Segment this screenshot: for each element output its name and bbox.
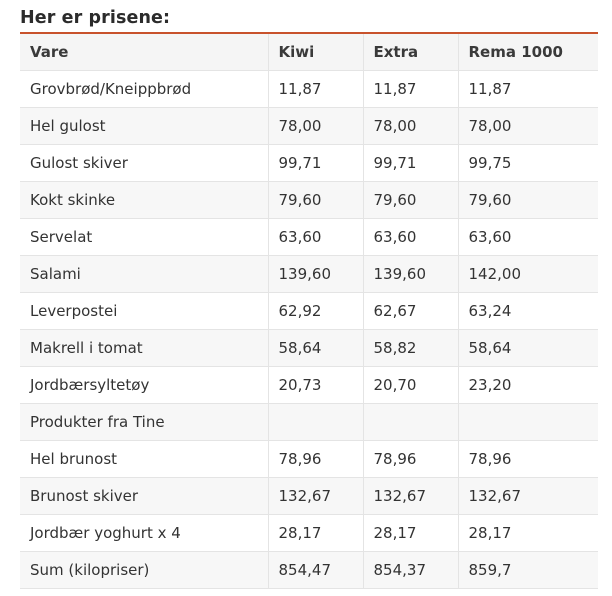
cell-rema	[457, 403, 598, 441]
table-row-sum: Sum (kilopriser) 854,47 854,37 859,7	[20, 551, 598, 589]
cell-kiwi: 58,64	[267, 329, 363, 367]
cell-extra: 132,67	[362, 477, 458, 515]
cell-extra: 79,60	[362, 181, 458, 219]
cell-kiwi: 20,73	[267, 366, 363, 404]
cell-extra: 139,60	[362, 255, 458, 293]
table-row: Servelat 63,60 63,60 63,60	[20, 218, 598, 256]
cell-rema: 79,60	[457, 181, 598, 219]
cell-rema: 28,17	[457, 514, 598, 552]
cell-rema: 78,96	[457, 440, 598, 478]
cell-extra: 99,71	[362, 144, 458, 182]
cell-extra: 28,17	[362, 514, 458, 552]
cell-vare: Servelat	[20, 218, 268, 256]
cell-vare: Grovbrød/Kneippbrød	[20, 70, 268, 108]
cell-vare: Jordbærsyltetøy	[20, 366, 268, 404]
cell-vare: Sum (kilopriser)	[20, 551, 268, 589]
cell-kiwi: 78,96	[267, 440, 363, 478]
cell-rema: 78,00	[457, 107, 598, 145]
heading-divider	[20, 32, 598, 34]
cell-vare: Gulost skiver	[20, 144, 268, 182]
table-row: Hel brunost 78,96 78,96 78,96	[20, 440, 598, 478]
cell-rema: 11,87	[457, 70, 598, 108]
cell-extra: 11,87	[362, 70, 458, 108]
cell-vare: Jordbær yoghurt x 4	[20, 514, 268, 552]
header-kiwi: Kiwi	[267, 34, 363, 71]
table-row: Gulost skiver 99,71 99,71 99,75	[20, 144, 598, 182]
cell-kiwi: 79,60	[267, 181, 363, 219]
price-table: Vare Kiwi Extra Rema 1000 Grovbrød/Kneip…	[20, 34, 598, 589]
cell-vare: Hel brunost	[20, 440, 268, 478]
header-rema-1000: Rema 1000	[457, 34, 598, 71]
table-row: Jordbærsyltetøy 20,73 20,70 23,20	[20, 366, 598, 404]
cell-rema: 63,24	[457, 292, 598, 330]
cell-kiwi: 99,71	[267, 144, 363, 182]
cell-rema: 23,20	[457, 366, 598, 404]
cell-rema: 99,75	[457, 144, 598, 182]
table-row: Produkter fra Tine	[20, 403, 598, 441]
cell-extra: 854,37	[362, 551, 458, 589]
table-row: Hel gulost 78,00 78,00 78,00	[20, 107, 598, 145]
header-vare: Vare	[20, 34, 268, 71]
cell-kiwi: 63,60	[267, 218, 363, 256]
cell-rema: 142,00	[457, 255, 598, 293]
cell-vare: Leverpostei	[20, 292, 268, 330]
cell-vare: Salami	[20, 255, 268, 293]
cell-extra: 78,96	[362, 440, 458, 478]
table-row: Grovbrød/Kneippbrød 11,87 11,87 11,87	[20, 70, 598, 108]
cell-kiwi: 62,92	[267, 292, 363, 330]
cell-kiwi: 78,00	[267, 107, 363, 145]
cell-extra: 20,70	[362, 366, 458, 404]
cell-vare: Hel gulost	[20, 107, 268, 145]
cell-rema: 58,64	[457, 329, 598, 367]
table-row: Jordbær yoghurt x 4 28,17 28,17 28,17	[20, 514, 598, 552]
header-extra: Extra	[362, 34, 458, 71]
table-row: Leverpostei 62,92 62,67 63,24	[20, 292, 598, 330]
cell-vare: Kokt skinke	[20, 181, 268, 219]
cell-rema: 859,7	[457, 551, 598, 589]
table-row: Makrell i tomat 58,64 58,82 58,64	[20, 329, 598, 367]
cell-extra: 58,82	[362, 329, 458, 367]
cell-rema: 63,60	[457, 218, 598, 256]
cell-kiwi: 139,60	[267, 255, 363, 293]
cell-vare: Makrell i tomat	[20, 329, 268, 367]
cell-extra: 62,67	[362, 292, 458, 330]
cell-extra	[362, 403, 458, 441]
page-heading: Her er prisene:	[20, 8, 171, 28]
cell-kiwi: 11,87	[267, 70, 363, 108]
cell-extra: 78,00	[362, 107, 458, 145]
cell-vare: Brunost skiver	[20, 477, 268, 515]
cell-vare: Produkter fra Tine	[20, 403, 268, 441]
table-row: Brunost skiver 132,67 132,67 132,67	[20, 477, 598, 515]
cell-kiwi: 854,47	[267, 551, 363, 589]
table-row: Salami 139,60 139,60 142,00	[20, 255, 598, 293]
cell-rema: 132,67	[457, 477, 598, 515]
cell-kiwi: 28,17	[267, 514, 363, 552]
cell-kiwi	[267, 403, 363, 441]
cell-extra: 63,60	[362, 218, 458, 256]
table-header-row: Vare Kiwi Extra Rema 1000	[20, 34, 598, 71]
table-row: Kokt skinke 79,60 79,60 79,60	[20, 181, 598, 219]
cell-kiwi: 132,67	[267, 477, 363, 515]
